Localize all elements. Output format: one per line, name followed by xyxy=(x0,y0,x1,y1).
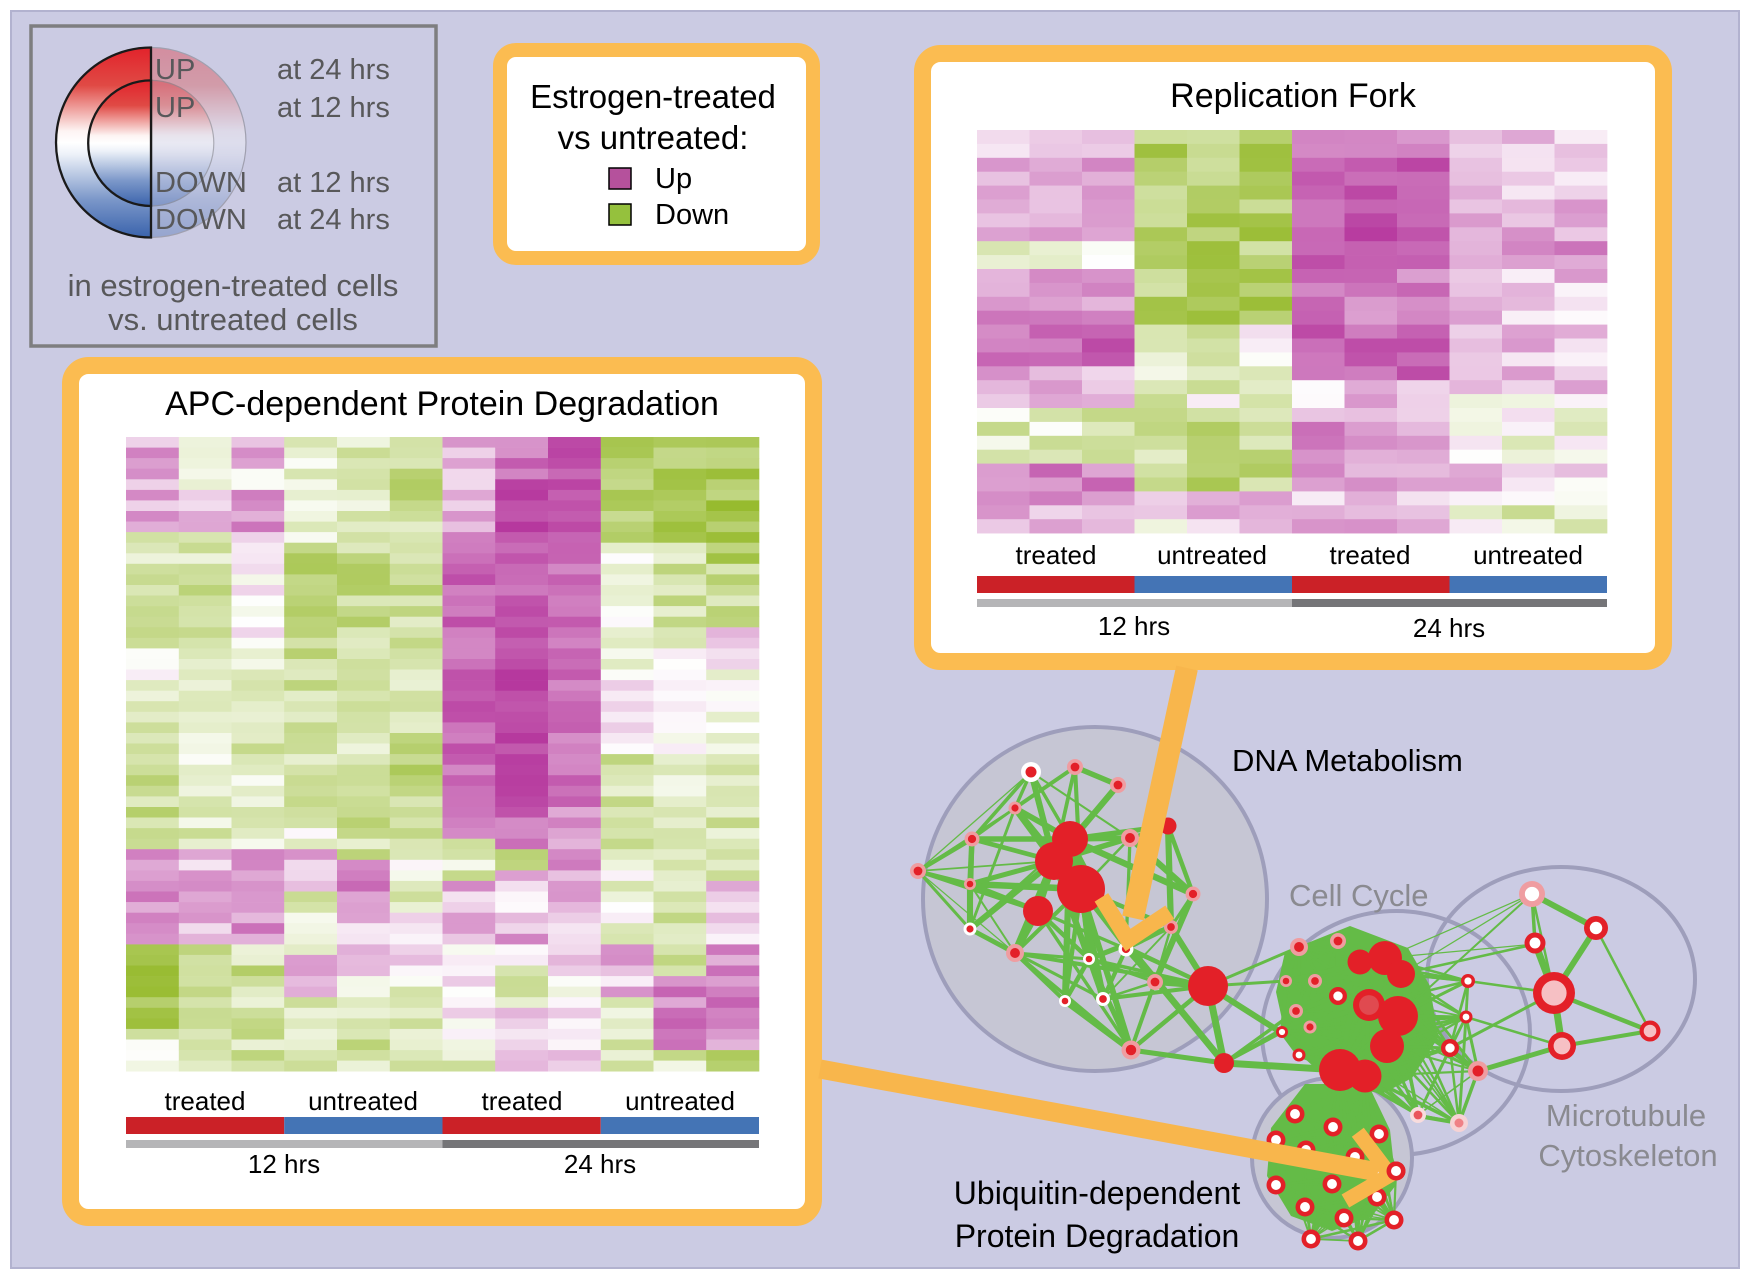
svg-text:treated: treated xyxy=(1330,540,1411,570)
svg-text:at 12 hrs: at 12 hrs xyxy=(277,167,390,199)
svg-text:treated: treated xyxy=(482,1086,563,1116)
svg-text:untreated: untreated xyxy=(625,1086,735,1116)
svg-text:DOWN: DOWN xyxy=(155,204,247,236)
svg-text:at 24 hrs: at 24 hrs xyxy=(277,54,390,86)
svg-text:DOWN: DOWN xyxy=(155,167,247,199)
svg-text:treated: treated xyxy=(1016,540,1097,570)
svg-text:untreated: untreated xyxy=(1473,540,1583,570)
svg-text:APC-dependent Protein Degradat: APC-dependent Protein Degradation xyxy=(165,385,719,423)
svg-text:at 24 hrs: at 24 hrs xyxy=(277,204,390,236)
svg-text:DNA Metabolism: DNA Metabolism xyxy=(1232,743,1463,778)
svg-text:treated: treated xyxy=(165,1086,246,1116)
svg-text:vs untreated:: vs untreated: xyxy=(558,119,749,156)
svg-text:Down: Down xyxy=(655,199,729,231)
svg-text:24 hrs: 24 hrs xyxy=(1413,613,1485,643)
svg-text:untreated: untreated xyxy=(308,1086,418,1116)
svg-text:Replication Fork: Replication Fork xyxy=(1170,77,1417,115)
svg-text:Up: Up xyxy=(655,163,692,195)
svg-text:Microtubule: Microtubule xyxy=(1546,1098,1706,1133)
svg-text:UP: UP xyxy=(155,54,195,86)
svg-text:12 hrs: 12 hrs xyxy=(248,1149,320,1179)
svg-text:Cell Cycle: Cell Cycle xyxy=(1289,878,1429,913)
svg-text:in estrogen-treated cells: in estrogen-treated cells xyxy=(68,268,399,303)
svg-text:untreated: untreated xyxy=(1157,540,1267,570)
svg-text:UP: UP xyxy=(155,92,195,124)
svg-text:24 hrs: 24 hrs xyxy=(564,1149,636,1179)
svg-text:Cytoskeleton: Cytoskeleton xyxy=(1538,1138,1717,1173)
svg-text:vs. untreated cells: vs. untreated cells xyxy=(108,302,358,337)
svg-text:Estrogen-treated: Estrogen-treated xyxy=(530,78,776,115)
svg-text:Protein Degradation: Protein Degradation xyxy=(955,1218,1240,1254)
svg-text:at 12 hrs: at 12 hrs xyxy=(277,92,390,124)
svg-text:Ubiquitin-dependent: Ubiquitin-dependent xyxy=(954,1175,1241,1211)
svg-text:12 hrs: 12 hrs xyxy=(1098,611,1170,641)
